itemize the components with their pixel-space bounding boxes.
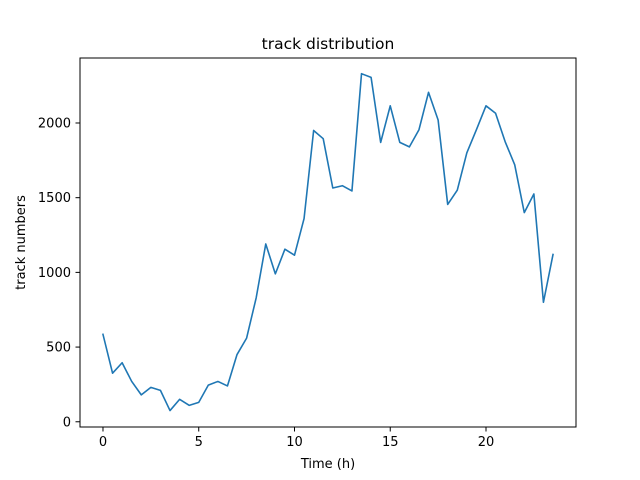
x-tick-label: 20 (478, 435, 495, 450)
x-tick-label: 0 (99, 435, 107, 450)
x-axis-title: Time (h) (300, 457, 355, 472)
y-tick-label: 0 (63, 415, 71, 430)
x-tick-label: 15 (382, 435, 399, 450)
plot-area (79, 57, 577, 428)
y-axis: 0 500 1000 1500 2000 (38, 116, 80, 430)
y-tick-label: 500 (46, 341, 71, 356)
x-tick-label: 10 (286, 435, 303, 450)
y-tick-label: 1500 (38, 191, 71, 206)
y-tick-label: 2000 (38, 116, 71, 131)
x-tick-label: 5 (195, 435, 203, 450)
plot-frame (79, 57, 577, 428)
x-axis: 0 5 10 15 20 (99, 427, 494, 450)
y-tick-label: 1000 (38, 266, 71, 281)
y-axis-title: track numbers (14, 195, 29, 290)
series-line-0 (102, 72, 554, 412)
chart-title: track distribution (262, 35, 395, 53)
